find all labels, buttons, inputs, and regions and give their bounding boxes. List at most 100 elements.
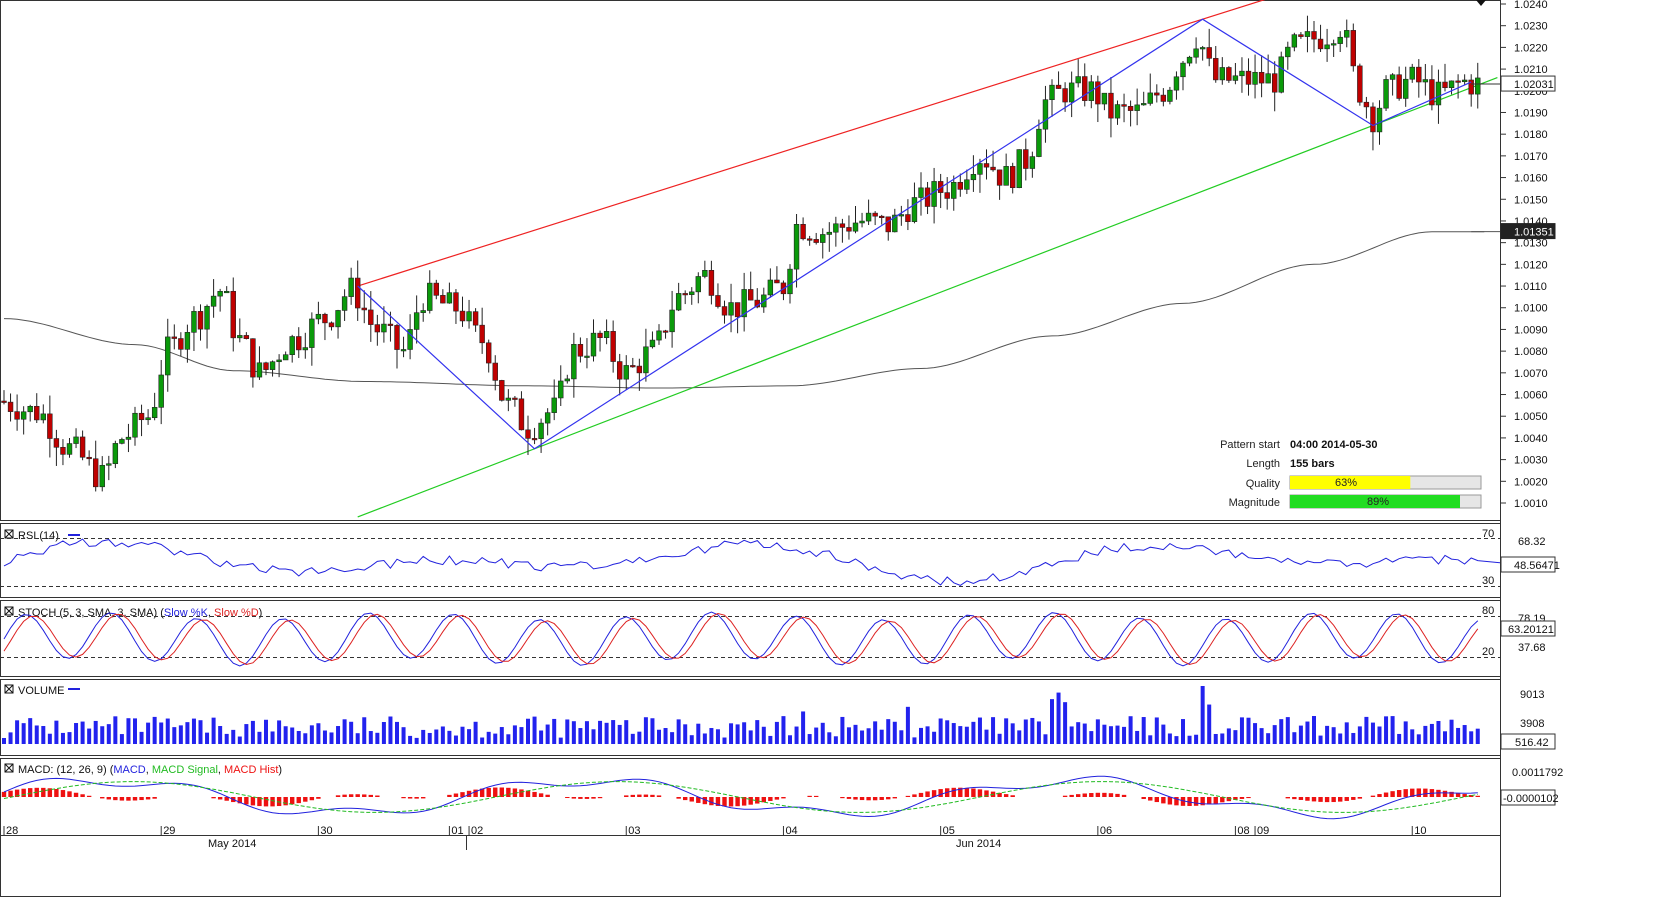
volume-bar bbox=[938, 718, 943, 744]
candle bbox=[151, 407, 158, 419]
candle bbox=[675, 293, 682, 311]
macd-hist-bar bbox=[840, 797, 845, 799]
candle bbox=[34, 405, 40, 421]
candle bbox=[734, 302, 741, 318]
volume-bar bbox=[1187, 735, 1192, 744]
day-label: 09 bbox=[1257, 825, 1269, 837]
candle bbox=[1442, 81, 1448, 89]
volume-bar bbox=[1285, 717, 1290, 744]
macd-hist-bar bbox=[479, 788, 485, 797]
volume-bar bbox=[67, 732, 72, 744]
volume-bar bbox=[1377, 726, 1382, 744]
scroll-marker-icon[interactable] bbox=[1476, 0, 1486, 6]
macd-hist-bar bbox=[532, 791, 537, 797]
candle bbox=[695, 276, 702, 293]
volume-bar bbox=[165, 718, 170, 744]
volume-bar bbox=[1462, 725, 1467, 744]
macd-hist-bar bbox=[152, 797, 157, 799]
price-axis: 1.02401.02301.02201.02101.02001.01901.01… bbox=[1500, 0, 1548, 510]
volume-bar bbox=[827, 732, 832, 744]
candle bbox=[1101, 92, 1108, 105]
candle bbox=[1147, 92, 1153, 104]
macd-hist-bar bbox=[807, 795, 812, 797]
macd-hist-bar bbox=[126, 797, 131, 801]
volume-bar bbox=[1364, 716, 1369, 744]
macd-pane: MACD: (12, 26, 9) (MACD, MACD Signal, MA… bbox=[1, 763, 1563, 820]
length-value: 155 bars bbox=[1290, 458, 1335, 470]
volume-bar bbox=[277, 720, 282, 744]
price-tick-label: 1.0230 bbox=[1514, 21, 1548, 33]
volume-bar bbox=[1344, 722, 1349, 744]
volume-bar bbox=[1115, 725, 1120, 744]
rsi-title: RSI (14) bbox=[18, 530, 59, 542]
volume-bar bbox=[21, 723, 26, 744]
candle bbox=[793, 224, 800, 270]
macd-hist-bar bbox=[1239, 797, 1245, 799]
macd-hist-bar bbox=[591, 797, 596, 799]
candle bbox=[348, 277, 354, 297]
volume-bar bbox=[1200, 686, 1205, 744]
macd-hist-bar bbox=[538, 793, 544, 797]
macd-hist-bar bbox=[1416, 788, 1421, 797]
candle bbox=[1258, 71, 1265, 84]
price-pane-frame bbox=[0, 0, 1501, 521]
volume-bar bbox=[873, 721, 878, 744]
candle bbox=[715, 295, 721, 307]
volume-bar bbox=[460, 726, 465, 744]
macd-hist-bar bbox=[1121, 794, 1127, 797]
macd-hist-bar bbox=[951, 787, 956, 797]
candle bbox=[217, 291, 223, 297]
volume-bar bbox=[336, 726, 341, 744]
volume-bar bbox=[722, 737, 727, 744]
volume-bar bbox=[218, 726, 223, 744]
macd-hist-bar bbox=[447, 794, 452, 797]
candle bbox=[649, 339, 656, 348]
candle bbox=[531, 438, 538, 441]
volume-bar bbox=[1102, 724, 1107, 744]
macd-hist-bar bbox=[774, 797, 780, 800]
candle bbox=[47, 413, 53, 439]
volume-bar bbox=[401, 727, 406, 744]
candle bbox=[682, 293, 688, 296]
candle bbox=[1383, 79, 1389, 109]
volume-bar bbox=[1410, 729, 1415, 744]
candle bbox=[53, 438, 60, 448]
day-label: 02 bbox=[471, 825, 483, 837]
volume-bar bbox=[846, 727, 851, 744]
macd-hist-bar bbox=[217, 797, 223, 800]
candle bbox=[492, 362, 498, 381]
volume-bar bbox=[1397, 733, 1402, 744]
volume-bar bbox=[1122, 726, 1127, 744]
candle bbox=[302, 347, 308, 351]
volume-bar bbox=[60, 732, 65, 744]
macd-hist-bar bbox=[578, 797, 583, 799]
candle bbox=[197, 311, 204, 330]
volume-bar bbox=[1266, 733, 1271, 744]
candle bbox=[859, 220, 865, 224]
candle bbox=[368, 309, 374, 325]
volume-bar bbox=[93, 720, 98, 744]
candle bbox=[970, 174, 977, 181]
candle bbox=[1226, 67, 1232, 81]
stoch-level-80: 80 bbox=[1482, 605, 1494, 617]
volume-bar bbox=[892, 721, 897, 744]
price-tick-label: 1.0190 bbox=[1514, 107, 1548, 119]
volume-bar bbox=[624, 720, 629, 744]
candle bbox=[708, 270, 715, 296]
volume-bar bbox=[545, 724, 550, 744]
macd-hist-bar bbox=[100, 797, 105, 799]
volume-bar bbox=[8, 732, 13, 744]
candle bbox=[7, 401, 14, 412]
volume-bar bbox=[185, 722, 190, 744]
volume-bar bbox=[1141, 717, 1146, 744]
macd-hist-bar bbox=[1200, 797, 1205, 806]
candle bbox=[79, 436, 86, 458]
candle bbox=[623, 365, 629, 380]
volume-bar bbox=[532, 716, 537, 744]
volume-bar bbox=[1443, 731, 1447, 744]
macd-hist-bar bbox=[971, 788, 976, 797]
candle bbox=[1141, 103, 1147, 106]
price-tick-label: 1.0040 bbox=[1514, 433, 1548, 445]
macd-hist-bar bbox=[912, 794, 917, 797]
macd-hist-bar bbox=[637, 794, 642, 797]
